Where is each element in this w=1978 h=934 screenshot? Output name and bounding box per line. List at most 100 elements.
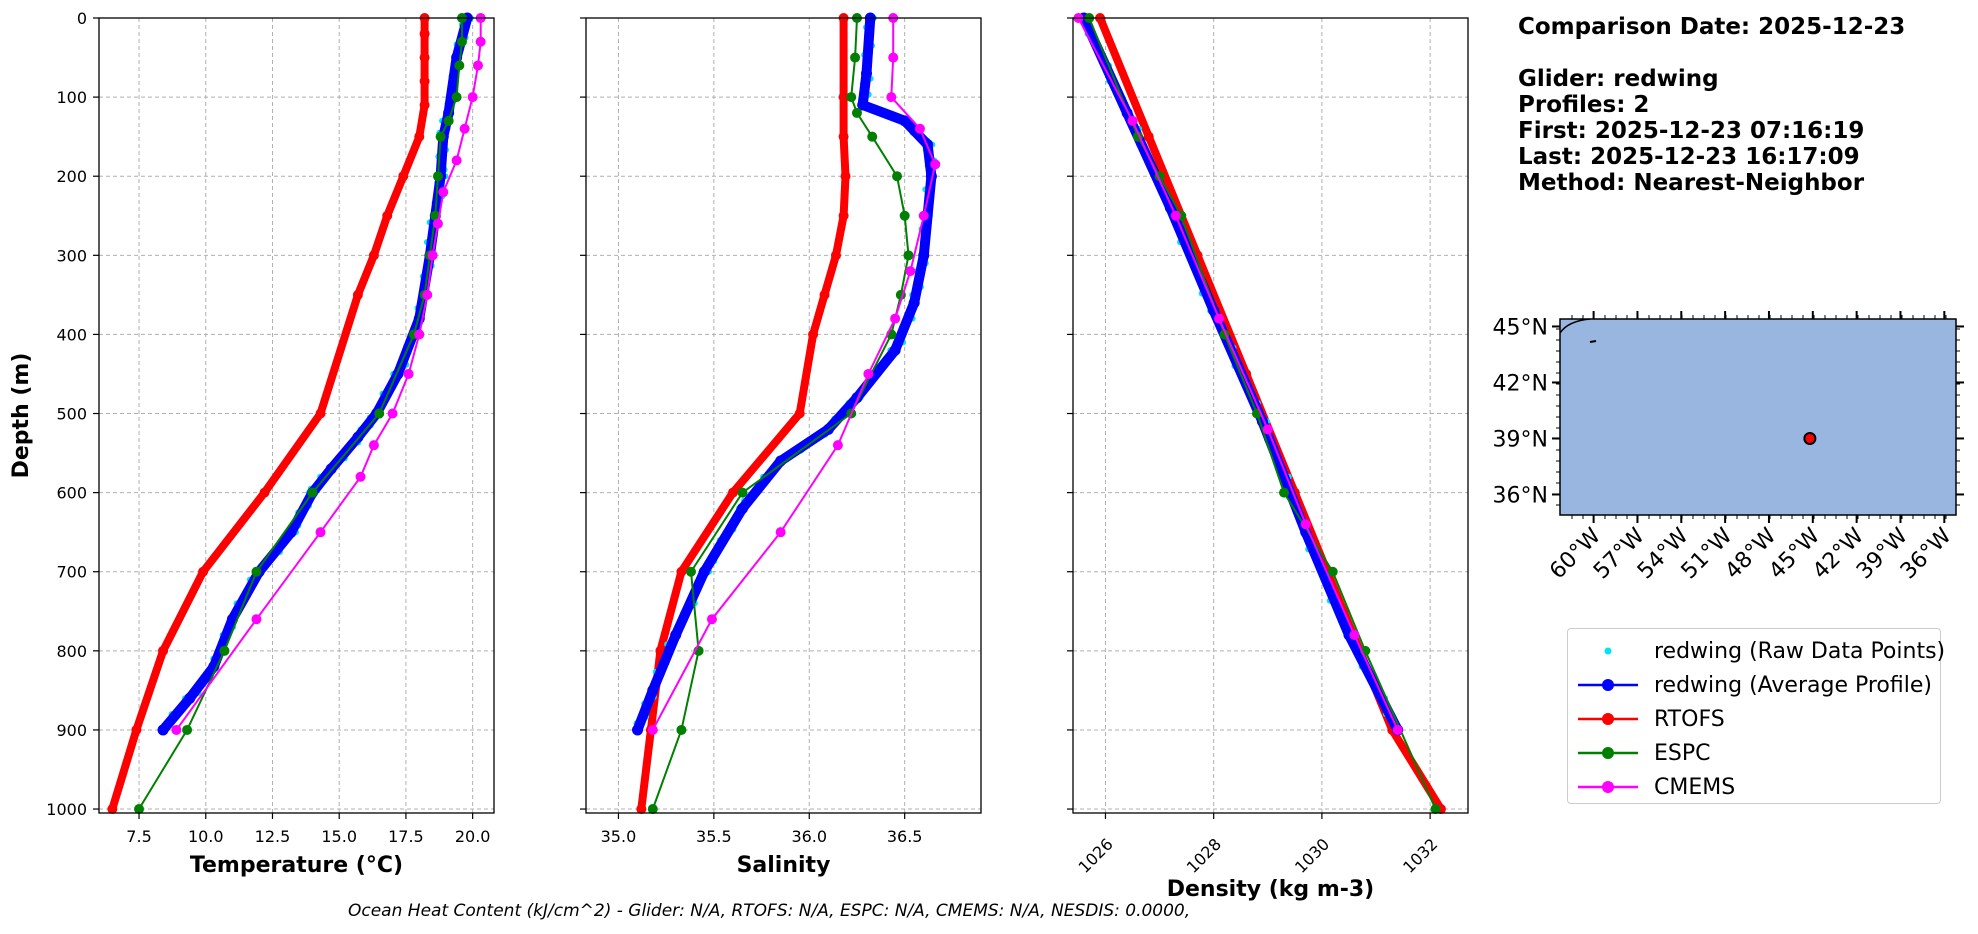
series-point-rtofs bbox=[830, 250, 841, 261]
profile-count: Profiles: 2 bbox=[1518, 92, 1650, 118]
series-point-rtofs bbox=[259, 487, 270, 498]
legend-swatch-raw bbox=[1604, 647, 1612, 655]
series-point-cmems bbox=[1349, 630, 1360, 641]
series-point-espc bbox=[1279, 487, 1290, 498]
panel-temperature: 7.5 10.0 12.5 15.0 17.5 20.0 0 100 200 300 400 500 6… bbox=[9, 9, 495, 878]
series-point-espc bbox=[443, 115, 454, 126]
series-point-cmems bbox=[918, 210, 929, 221]
series-point-cmems bbox=[832, 440, 843, 451]
comparison-date: Comparison Date: 2025-12-23 bbox=[1518, 14, 1906, 40]
legend-label: CMEMS bbox=[1654, 774, 1736, 800]
series-point-avg bbox=[184, 692, 196, 704]
series-line-avg bbox=[632, 13, 937, 735]
series-point-rtofs bbox=[158, 645, 169, 656]
series-point-espc bbox=[867, 131, 878, 142]
series-point-cmems bbox=[1262, 424, 1273, 435]
panel-salinity: 35.0 35.5 36.0 36.5 Salinity bbox=[580, 12, 982, 878]
series-point-espc bbox=[899, 210, 910, 221]
series-point-cmems bbox=[914, 123, 925, 134]
y-tick-label: 900 bbox=[56, 721, 87, 740]
series-point-avg bbox=[889, 344, 901, 356]
series-point-cmems bbox=[368, 440, 379, 451]
x-tick-label: 1032 bbox=[1399, 835, 1441, 877]
series-point-cmems bbox=[706, 614, 717, 625]
series-point-rtofs bbox=[840, 171, 851, 182]
series-line-cmems bbox=[1077, 17, 1399, 731]
series-point-espc bbox=[846, 92, 857, 103]
series-point-espc bbox=[456, 36, 467, 47]
legend-label: ESPC bbox=[1654, 740, 1711, 766]
series-line-espc bbox=[138, 18, 463, 810]
series-line-rtofs bbox=[637, 18, 850, 810]
legend-item-espc: ESPC bbox=[1578, 738, 1711, 768]
x-axis-label: Temperature (°C) bbox=[190, 853, 403, 878]
series-point-rtofs bbox=[808, 329, 819, 340]
series-point-espc bbox=[850, 52, 861, 63]
map-lon-label: 36°W bbox=[1896, 523, 1957, 584]
series-line-rtofs bbox=[108, 18, 429, 811]
first-time: First: 2025-12-23 07:16:19 bbox=[1518, 118, 1865, 144]
series-point-avg bbox=[918, 249, 930, 261]
y-tick-label: 400 bbox=[56, 325, 87, 344]
glider-name: Glider: redwing bbox=[1518, 66, 1719, 92]
legend-swatch-rtofs bbox=[1578, 713, 1638, 725]
legend-item-rtofs: RTOFS bbox=[1578, 704, 1725, 734]
x-tick-label: 36.0 bbox=[791, 827, 827, 846]
y-tick-label: 300 bbox=[56, 246, 87, 265]
series-point-espc bbox=[1430, 804, 1441, 815]
axes-frame bbox=[98, 17, 495, 814]
series-point-cmems bbox=[387, 408, 398, 419]
map-lat-label: 45°N bbox=[1493, 315, 1548, 340]
series-point-espc bbox=[903, 250, 914, 261]
series-point-cmems bbox=[905, 266, 916, 277]
series-point-espc bbox=[182, 724, 193, 735]
series-point-rtofs bbox=[368, 250, 379, 261]
y-tick-label: 100 bbox=[56, 88, 87, 107]
series-point-cmems bbox=[890, 313, 901, 324]
series-point-avg bbox=[861, 67, 873, 79]
series-point-rtofs bbox=[198, 566, 209, 577]
x-tick-label: 35.5 bbox=[696, 827, 732, 846]
y-tick-label: 800 bbox=[56, 642, 87, 661]
x-tick-label: 7.5 bbox=[126, 827, 151, 846]
series-point-rtofs bbox=[419, 28, 430, 39]
series-line-espc bbox=[651, 17, 910, 810]
series-point-cmems bbox=[775, 527, 786, 538]
y-tick-label: 0 bbox=[77, 9, 87, 28]
series-point-cmems bbox=[472, 60, 483, 71]
legend-item-raw: redwing (Raw Data Points) bbox=[1578, 636, 1945, 666]
x-tick-label: 1028 bbox=[1183, 835, 1225, 877]
ohc-footer: Ocean Heat Content (kJ/cm^2) - Glider: N… bbox=[348, 901, 1191, 921]
series-point-espc bbox=[676, 724, 687, 735]
series-point-cmems bbox=[315, 527, 326, 538]
series-point-cmems bbox=[475, 36, 486, 47]
series-point-espc bbox=[307, 487, 318, 498]
series-point-rtofs bbox=[382, 210, 393, 221]
series-point-cmems bbox=[432, 218, 443, 229]
series-point-cmems bbox=[1214, 313, 1225, 324]
method: Method: Nearest-Neighbor bbox=[1518, 170, 1865, 196]
legend-label: redwing (Raw Data Points) bbox=[1654, 638, 1946, 664]
map-lat-label: 42°N bbox=[1493, 371, 1548, 396]
series-point-avg bbox=[908, 297, 920, 309]
series-point-cmems bbox=[467, 92, 478, 103]
x-tick-label: 12.5 bbox=[255, 827, 291, 846]
series-point-rtofs bbox=[419, 52, 430, 63]
series-point-espc bbox=[435, 131, 446, 142]
series-point-rtofs bbox=[819, 289, 830, 300]
series-point-cmems bbox=[459, 123, 470, 134]
series-point-rtofs bbox=[414, 131, 425, 142]
legend-swatch-cmems bbox=[1578, 781, 1638, 793]
series-point-espc bbox=[851, 107, 862, 118]
series-point-rtofs bbox=[838, 210, 849, 221]
series-point-rtofs bbox=[419, 100, 430, 111]
series-point-rtofs bbox=[838, 92, 849, 103]
x-axis-label: Density (kg m-3) bbox=[1167, 877, 1375, 902]
series-point-espc bbox=[251, 566, 262, 577]
series-point-rtofs bbox=[131, 724, 142, 735]
series-point-cmems bbox=[427, 250, 438, 261]
axes-frame bbox=[585, 17, 982, 814]
series-point-espc bbox=[454, 60, 465, 71]
series-point-cmems bbox=[171, 724, 182, 735]
